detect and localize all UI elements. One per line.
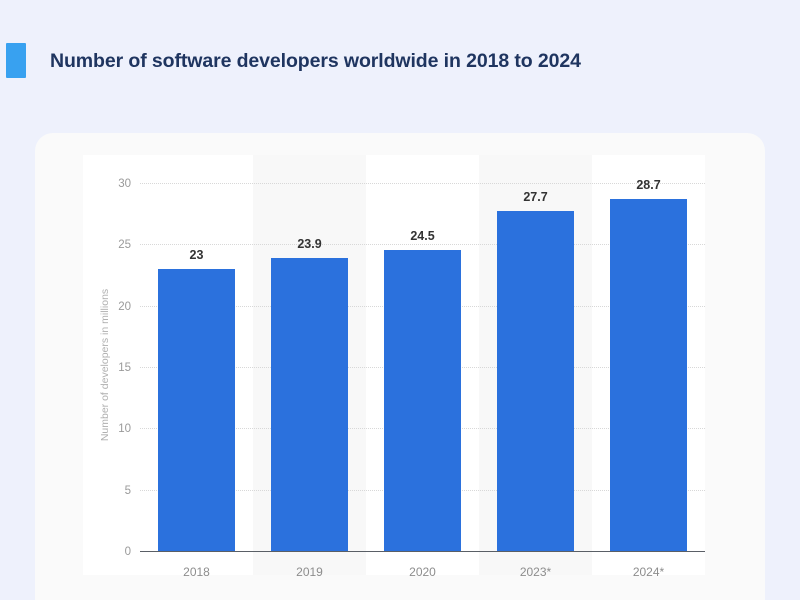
- plot-area: 30 25 20 15 10 5 0: [118, 178, 705, 558]
- x-tick-label-2023: 2023*: [519, 565, 552, 579]
- y-tick-label-10: 10: [118, 423, 131, 436]
- bar-value-2019: 23.9: [297, 236, 322, 251]
- chart-card: Number of developers in millions 30 25 2…: [35, 133, 765, 600]
- bar-2020[interactable]: 24.5: [384, 229, 461, 551]
- y-tick-label-15: 15: [118, 362, 131, 374]
- y-axis-title: Number of developers in millions: [99, 288, 111, 442]
- accent-bar-icon: [6, 43, 26, 78]
- x-axis-labels: 2018 2019 2020 2023* 2024*: [140, 551, 705, 579]
- bar-2018[interactable]: 23: [158, 248, 235, 551]
- bar-slot-2019: 23.9: [253, 183, 366, 551]
- y-tick-label-30: 30: [118, 178, 131, 190]
- y-tick-label-5: 5: [124, 484, 131, 497]
- chart-band-axis: [83, 155, 140, 575]
- bar-value-2024: 28.7: [636, 177, 661, 192]
- bar-2024[interactable]: 28.7: [610, 178, 687, 551]
- x-tick-label-2019: 2019: [296, 565, 323, 579]
- y-tick-label-25: 25: [118, 239, 131, 252]
- x-axis-line: 0: [125, 546, 705, 558]
- bar-slot-2018: 23: [140, 183, 253, 551]
- bar-chart: Number of developers in millions 30 25 2…: [83, 155, 705, 579]
- bar-2023[interactable]: 27.7: [497, 190, 574, 551]
- bar-value-2023: 27.7: [523, 190, 548, 205]
- bar-value-2018: 23: [189, 247, 204, 262]
- bar-slot-2023: 27.7: [479, 183, 592, 551]
- x-tick-label-2018: 2018: [183, 565, 210, 579]
- x-tick-label-2024: 2024*: [632, 565, 665, 579]
- page-title: Number of software developers worldwide …: [50, 50, 581, 72]
- bar-group: 23 23.9 24.5 27.7: [140, 178, 705, 551]
- bar-2019[interactable]: 23.9: [271, 237, 348, 551]
- gridline-30: 30: [118, 178, 705, 190]
- gridline-25: 25: [118, 239, 705, 251]
- bar-slot-2020: 24.5: [366, 183, 479, 551]
- bar-slot-2024: 28.7: [592, 178, 705, 551]
- y-tick-label-0: 0: [124, 546, 131, 558]
- bar-value-2020: 24.5: [410, 229, 435, 244]
- y-tick-label-20: 20: [118, 300, 131, 313]
- x-tick-label-2020: 2020: [409, 565, 436, 579]
- page-header: Number of software developers worldwide …: [0, 0, 800, 120]
